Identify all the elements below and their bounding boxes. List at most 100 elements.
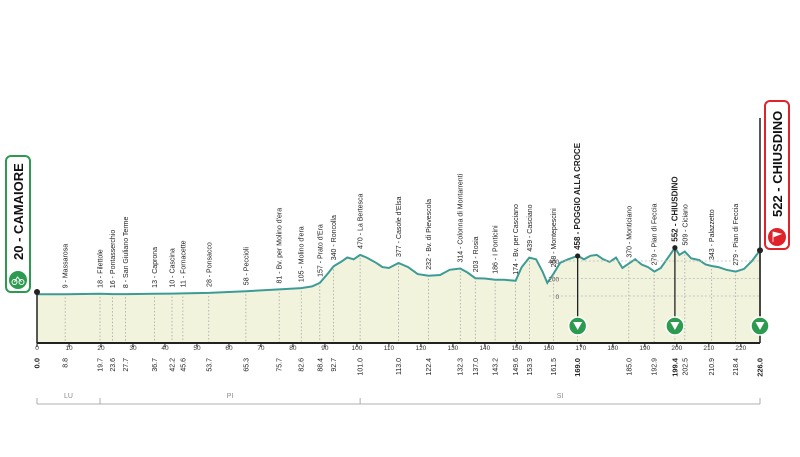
finish-badge bbox=[764, 100, 790, 250]
waypoint-km: 36.7 bbox=[152, 358, 159, 372]
waypoint-label: 470 - La Bertesca bbox=[358, 194, 365, 249]
waypoint-label: 203 - Rosia bbox=[473, 236, 480, 272]
waypoint-label: 11 - Fornacette bbox=[180, 240, 187, 287]
waypoint-label: 439 - Casciano bbox=[527, 204, 534, 251]
scale-tick-label: 160 bbox=[543, 345, 554, 352]
kom-arrow-icon bbox=[755, 322, 765, 330]
region-label: LU bbox=[64, 393, 73, 400]
waypoint-label: 370 - Monticiano bbox=[626, 206, 633, 258]
waypoint-km: 53.7 bbox=[206, 358, 213, 372]
waypoint-label: 232 - Bv. di Pievescola bbox=[426, 199, 433, 270]
bike-frame-icon bbox=[14, 276, 22, 283]
scale-tick-label: 80 bbox=[289, 345, 297, 352]
bike-wheel-icon bbox=[11, 279, 18, 285]
waypoint-km: 82.6 bbox=[299, 358, 306, 372]
waypoint-km: 192.9 bbox=[652, 358, 659, 376]
scale-tick-label: 110 bbox=[384, 345, 395, 352]
waypoint-label: 105 - Molino d'era bbox=[299, 226, 306, 282]
waypoint-label: 279 - Pian di Feccia bbox=[652, 203, 659, 265]
waypoint-km: 75.7 bbox=[277, 358, 284, 372]
waypoint-label: 552 - CHIUSDINO bbox=[670, 176, 679, 241]
scale-tick-label: 0 bbox=[35, 345, 39, 352]
scale-tick-label: 50 bbox=[193, 345, 201, 352]
waypoint-km: 23.6 bbox=[110, 358, 117, 372]
finish-badge-label: 522 - CHIUSDINO bbox=[770, 111, 785, 217]
region-label: PI bbox=[227, 393, 234, 400]
waypoint-label: 377 - Casole d'Elsa bbox=[396, 196, 403, 257]
waypoint-km: 226.0 bbox=[756, 358, 765, 377]
scale-tick-label: 190 bbox=[639, 345, 650, 352]
scale-tick-label: 170 bbox=[575, 345, 586, 352]
waypoint-km: 42.2 bbox=[170, 358, 177, 372]
bike-icon bbox=[9, 271, 27, 289]
finish-point-dot bbox=[757, 247, 763, 254]
waypoint-label: 340 - Roncolla bbox=[331, 215, 338, 260]
scale-tick-label: 210 bbox=[703, 345, 714, 352]
altitude-ref-label: 0 bbox=[555, 294, 559, 301]
waypoint-label: 81 - Bv. per Molino d'era bbox=[277, 208, 284, 284]
start-finish-badge-layer: 20 - CAMAIORE 522 - CHIUSDINO bbox=[5, 100, 790, 295]
waypoint-km: 132.3 bbox=[458, 358, 465, 376]
waypoint-label: 16 - Pontasserchio bbox=[110, 230, 117, 288]
bike-wheel-icon bbox=[18, 279, 25, 285]
waypoint-label: 10 - Cascina bbox=[170, 248, 177, 287]
waypoint-km: 149.6 bbox=[513, 358, 520, 376]
start-badge bbox=[5, 155, 31, 293]
scale-tick-label: 20 bbox=[97, 345, 105, 352]
scale-tick-label: 40 bbox=[161, 345, 169, 352]
waypoint-km: 161.5 bbox=[551, 358, 558, 376]
waypoint-km: 113.0 bbox=[396, 358, 403, 375]
waypoint-label: 186 - I Ponticini bbox=[493, 225, 500, 274]
waypoint-km: 19.7 bbox=[98, 358, 105, 372]
kom-arrow-icon bbox=[573, 322, 583, 330]
kom-summit-dot bbox=[672, 245, 678, 251]
waypoint-label: 8 - San Giuliano Terme bbox=[123, 217, 130, 289]
scale-tick-label: 100 bbox=[351, 345, 362, 352]
scale-tick-label: 220 bbox=[735, 345, 746, 352]
scale-tick-label: 130 bbox=[447, 345, 458, 352]
scale-tick-label: 120 bbox=[415, 345, 426, 352]
waypoint-label: 58 - Peccioli bbox=[243, 247, 250, 286]
kom-summit-dot bbox=[575, 253, 581, 259]
scale-tick-label: 10 bbox=[65, 345, 73, 352]
waypoint-km: 92.7 bbox=[331, 358, 338, 372]
scale-tick-label: 150 bbox=[511, 345, 522, 352]
region-band-layer: LU PI SI bbox=[36, 393, 761, 405]
waypoint-label: 509 - Ciciano bbox=[682, 204, 689, 245]
waypoint-km: 185.0 bbox=[626, 358, 633, 376]
waypoint-km: 65.3 bbox=[243, 358, 250, 372]
waypoint-label: 157 - Prato d'Era bbox=[317, 224, 324, 277]
start-point-dot bbox=[34, 289, 40, 295]
region-label: SI bbox=[557, 393, 564, 400]
waypoint-label: 343 - Palazzetto bbox=[709, 209, 716, 260]
waypoint-km: 169.0 bbox=[573, 358, 582, 377]
finish-flag-icon bbox=[768, 228, 786, 246]
waypoint-label: 28 - Ponsacco bbox=[206, 242, 213, 287]
waypoint-km: 137.0 bbox=[473, 358, 480, 376]
waypoint-label: 279 - Pian di Feccia bbox=[733, 204, 740, 266]
waypoint-label: 18 - Filettole bbox=[98, 249, 105, 288]
waypoint-label: 258 - Montepescini bbox=[551, 208, 558, 268]
waypoint-km: 8.8 bbox=[63, 358, 70, 368]
scale-tick-label: 70 bbox=[257, 345, 265, 352]
waypoint-km: 0.0 bbox=[33, 358, 42, 368]
waypoint-km: 45.6 bbox=[180, 358, 187, 372]
waypoint-label-layer: 9 - Massarosa 18 - Filettole 16 - Pontasse… bbox=[63, 142, 741, 288]
waypoint-km: 210.9 bbox=[709, 358, 716, 376]
scale-tick-label: 180 bbox=[607, 345, 618, 352]
waypoint-label: 13 - Caprona bbox=[152, 247, 159, 288]
waypoint-km: 218.4 bbox=[733, 358, 740, 376]
waypoint-km: 88.4 bbox=[317, 358, 324, 372]
waypoint-km: 202.5 bbox=[682, 358, 689, 376]
waypoint-km-layer: 0.0 8.8 19.7 23.6 27.7 36.7 42.2 45.6 53.7 65.3 75… bbox=[33, 357, 765, 377]
finish-flag-shape-icon bbox=[772, 231, 783, 242]
waypoint-label: 458 - POGGIO ALLA CROCE bbox=[573, 142, 582, 250]
scale-tick-label: 90 bbox=[321, 345, 329, 352]
waypoint-km: 153.9 bbox=[527, 358, 534, 376]
kom-arrow-icon bbox=[670, 322, 680, 330]
scale-tick-label: 30 bbox=[129, 345, 137, 352]
altitude-ref-label: 400 bbox=[548, 259, 559, 266]
waypoint-label: 314 - Colonna di Montarrenti bbox=[458, 173, 465, 262]
waypoint-km: 143.2 bbox=[493, 358, 500, 376]
